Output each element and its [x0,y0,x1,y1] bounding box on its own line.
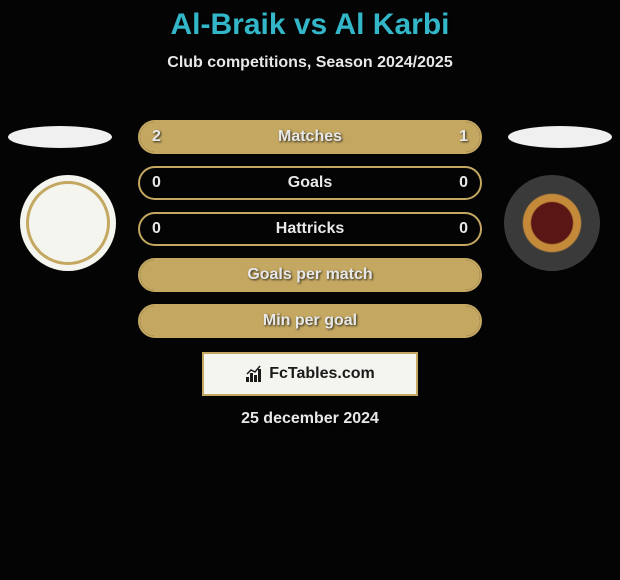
stat-label: Goals per match [247,266,372,284]
stat-label: Goals [288,174,332,192]
date-text: 25 december 2024 [241,410,379,428]
stat-row: Min per goal [138,304,482,338]
stat-row: 0 Goals 0 [138,166,482,200]
country-flag-right [508,126,612,148]
stat-value-left: 2 [152,128,161,146]
page-title: Al-Braik vs Al Karbi [0,0,620,42]
stats-panel: 2 Matches 1 0 Goals 0 0 Hattricks 0 Goals per mat… [138,120,482,350]
stat-label: Hattricks [276,220,344,238]
stat-value-right: 0 [459,220,468,238]
club-badge-right [504,175,600,271]
country-flag-left [8,126,112,148]
subtitle: Club competitions, Season 2024/2025 [0,54,620,72]
brand-box: FcTables.com [202,352,418,396]
stat-row: 0 Hattricks 0 [138,212,482,246]
stat-value-right: 0 [459,174,468,192]
stat-value-right: 1 [459,128,468,146]
stat-label: Matches [278,128,342,146]
stat-row: Goals per match [138,258,482,292]
stat-label: Min per goal [263,312,357,330]
infographic-container: Al-Braik vs Al Karbi Club competitions, … [0,0,620,580]
stat-value-left: 0 [152,220,161,238]
club-badge-left [20,175,116,271]
stat-value-left: 0 [152,174,161,192]
brand-text: FcTables.com [269,365,375,383]
chart-icon [245,365,265,383]
stat-row: 2 Matches 1 [138,120,482,154]
